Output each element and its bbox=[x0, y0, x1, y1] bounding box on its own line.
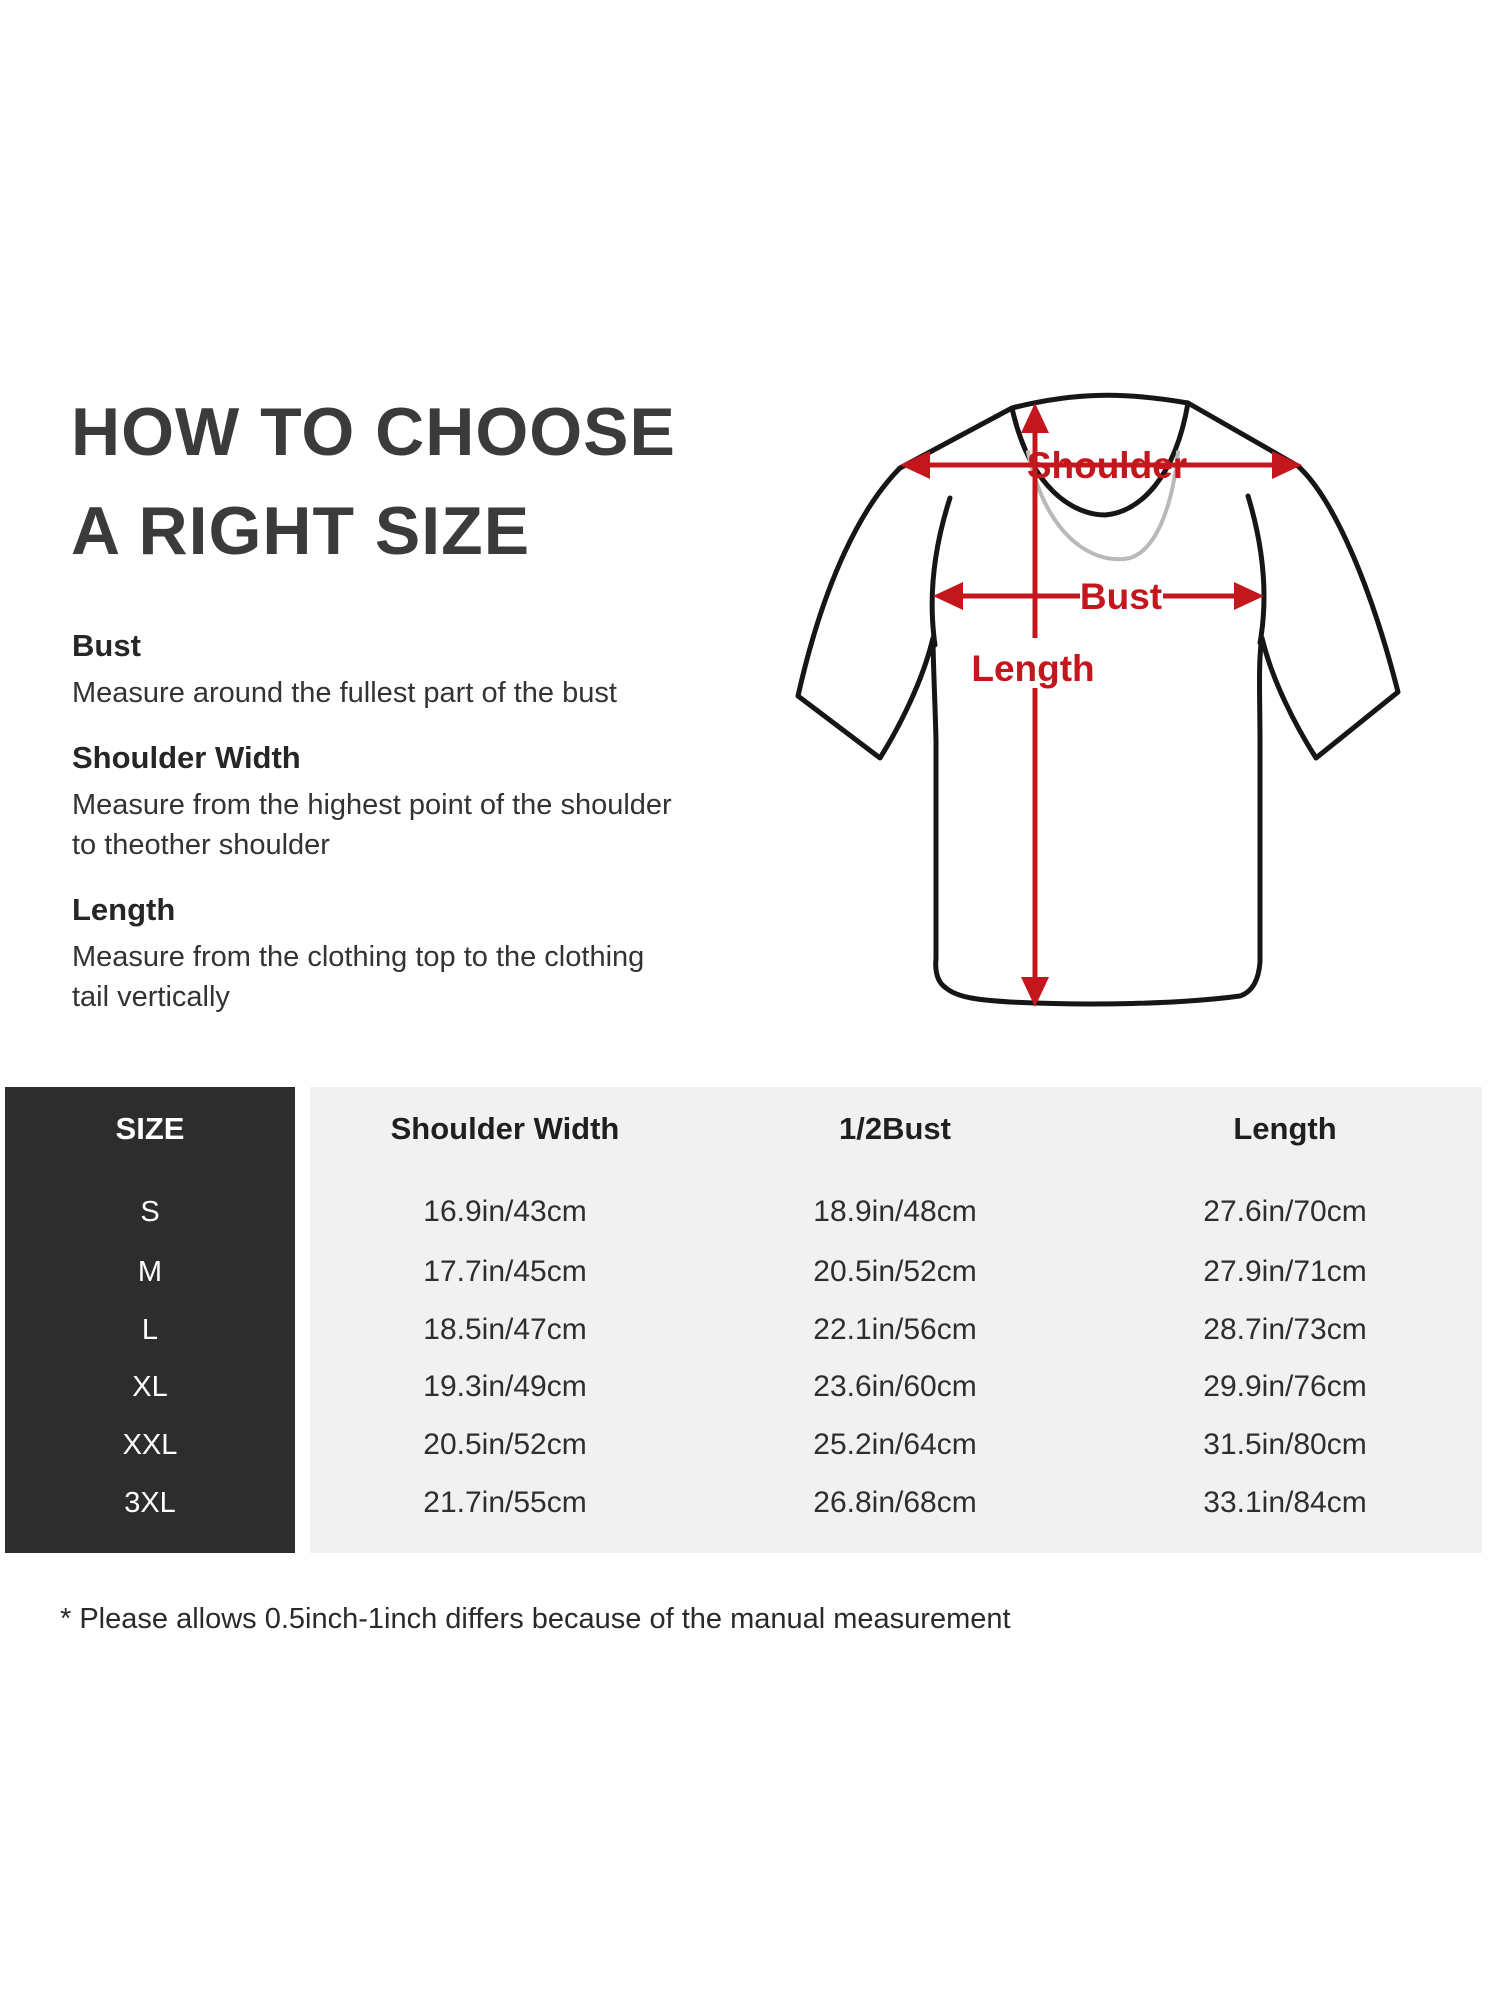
right-armhole-seam bbox=[1245, 493, 1267, 646]
table-row: XL 19.3in/49cm 23.6in/60cm 29.9in/76cm bbox=[0, 1357, 1500, 1417]
shoulder-measure-label: Shoulder bbox=[1027, 445, 1187, 486]
table-row: M 17.7in/45cm 20.5in/52cm 27.9in/71cm bbox=[0, 1242, 1500, 1302]
shoulder-measure-arrow bbox=[900, 451, 1302, 479]
left-armhole-seam bbox=[929, 495, 953, 648]
table-row: S 16.9in/43cm 18.9in/48cm 27.6in/70cm bbox=[0, 1182, 1500, 1242]
table-row: XXL 20.5in/52cm 25.2in/64cm 31.5in/80cm bbox=[0, 1415, 1500, 1475]
section-length-body: Measure from the clothing top to the clo… bbox=[72, 941, 645, 1013]
bust-measure-arrow bbox=[933, 582, 1264, 610]
page-title-line1: HOW TO CHOOSE bbox=[71, 394, 676, 470]
tshirt-measurement-diagram: Shoulder Bust Length bbox=[795, 392, 1401, 1007]
header-shoulder-width: Shoulder Width bbox=[390, 1111, 620, 1146]
table-panel-background bbox=[310, 1087, 1482, 1553]
size-column-background bbox=[5, 1087, 295, 1553]
measure-instructions: Bust Measure around the fullest part of … bbox=[72, 628, 672, 1044]
table-row: L 18.5in/47cm 22.1in/56cm 28.7in/73cm bbox=[0, 1300, 1500, 1360]
cell-shoulder: 17.7in/45cm bbox=[423, 1255, 587, 1288]
length-measure-label: Length bbox=[971, 648, 1094, 689]
cell-length: 27.9in/71cm bbox=[1203, 1255, 1367, 1288]
page-title-line2: A RIGHT SIZE bbox=[71, 493, 531, 569]
header-half-bust: 1/2Bust bbox=[839, 1111, 951, 1146]
cell-shoulder: 16.9in/43cm bbox=[423, 1195, 587, 1228]
cell-length: 29.9in/76cm bbox=[1203, 1370, 1367, 1403]
tshirt-outline-shape bbox=[795, 392, 1401, 1007]
size-table: SIZE Shoulder Width 1/2Bust Length S 16.… bbox=[0, 1087, 1500, 1553]
cell-size: XL bbox=[132, 1370, 168, 1403]
cell-length: 31.5in/80cm bbox=[1203, 1428, 1367, 1461]
cell-shoulder: 18.5in/47cm bbox=[423, 1313, 587, 1346]
length-measure-arrow bbox=[1021, 403, 1049, 1007]
cell-bust: 23.6in/60cm bbox=[813, 1370, 977, 1403]
measurement-disclaimer: * Please allows 0.5inch-1inch differs be… bbox=[60, 1603, 1011, 1635]
cell-size: L bbox=[141, 1313, 159, 1346]
cell-size: XXL bbox=[122, 1428, 178, 1461]
section-bust-heading: Bust bbox=[72, 628, 141, 663]
cell-length: 28.7in/73cm bbox=[1203, 1313, 1367, 1346]
section-length-heading: Length bbox=[72, 892, 176, 927]
page-title: HOW TO CHOOSE A RIGHT SIZE bbox=[71, 383, 711, 581]
header-size: SIZE bbox=[115, 1111, 185, 1146]
cell-bust: 26.8in/68cm bbox=[813, 1486, 977, 1519]
collar-shadow-line bbox=[1026, 450, 1180, 562]
cell-size: S bbox=[140, 1195, 160, 1228]
section-shoulder-body: Measure from the highest point of the sh… bbox=[72, 789, 672, 861]
cell-bust: 20.5in/52cm bbox=[813, 1255, 977, 1288]
cell-length: 33.1in/84cm bbox=[1203, 1486, 1367, 1519]
cell-bust: 18.9in/48cm bbox=[813, 1195, 977, 1228]
section-shoulder-heading: Shoulder Width bbox=[72, 740, 301, 775]
section-bust-body: Measure around the fullest part of the b… bbox=[72, 677, 617, 709]
cell-shoulder: 19.3in/49cm bbox=[423, 1370, 587, 1403]
cell-size: M bbox=[137, 1255, 163, 1288]
bust-measure-label: Bust bbox=[1080, 576, 1162, 617]
cell-bust: 22.1in/56cm bbox=[813, 1313, 977, 1346]
cell-shoulder: 20.5in/52cm bbox=[423, 1428, 587, 1461]
cell-shoulder: 21.7in/55cm bbox=[423, 1486, 587, 1519]
header-length: Length bbox=[1233, 1111, 1337, 1146]
table-header-row: SIZE Shoulder Width 1/2Bust Length bbox=[0, 1099, 1500, 1159]
cell-size: 3XL bbox=[124, 1486, 176, 1519]
cell-bust: 25.2in/64cm bbox=[813, 1428, 977, 1461]
cell-length: 27.6in/70cm bbox=[1203, 1195, 1367, 1228]
table-row: 3XL 21.7in/55cm 26.8in/68cm 33.1in/84cm bbox=[0, 1473, 1500, 1533]
